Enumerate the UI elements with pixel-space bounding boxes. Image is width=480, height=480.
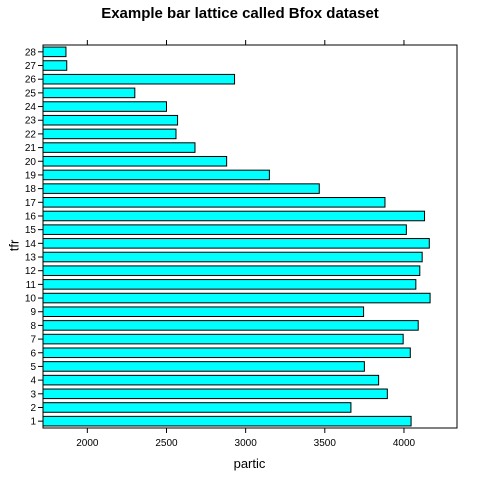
bar-10 <box>42 292 431 304</box>
bar-5 <box>42 361 365 372</box>
x-tick-label-2000: 2000 <box>76 438 99 449</box>
x-tick-label-3000: 3000 <box>235 438 258 449</box>
y-tick-label-17: 17 <box>25 198 37 209</box>
bar-27 <box>42 60 68 71</box>
bar-26 <box>42 73 236 85</box>
bar-19 <box>42 169 270 181</box>
bar-12 <box>42 265 421 276</box>
bar-9 <box>42 306 365 318</box>
bar-11 <box>42 279 417 290</box>
bar-13 <box>42 251 423 263</box>
y-tick-label-14: 14 <box>25 239 37 250</box>
x-tick-label-4000: 4000 <box>393 438 416 449</box>
y-tick-label-18: 18 <box>25 184 37 195</box>
y-tick-label-19: 19 <box>25 170 37 181</box>
bar-28 <box>42 46 67 58</box>
bar-18 <box>42 183 320 194</box>
bar-15 <box>42 224 407 235</box>
bar-17 <box>42 197 386 208</box>
y-tick-label-22: 22 <box>25 129 37 140</box>
bar-6 <box>42 347 411 359</box>
y-axis-label: tfr <box>6 239 22 252</box>
y-tick-label-26: 26 <box>25 75 37 86</box>
y-tick-label-13: 13 <box>25 253 37 264</box>
x-tick-label-3500: 3500 <box>314 438 337 449</box>
bar-7 <box>42 333 404 345</box>
y-tick-label-8: 8 <box>30 321 36 332</box>
bar-20 <box>42 155 228 167</box>
y-tick-label-24: 24 <box>25 102 37 113</box>
y-tick-label-15: 15 <box>25 225 37 236</box>
y-tick-label-10: 10 <box>25 294 37 305</box>
bar-4 <box>42 374 380 386</box>
y-tick-label-7: 7 <box>30 335 36 346</box>
y-tick-label-2: 2 <box>30 403 36 414</box>
y-tick-label-11: 11 <box>26 280 37 291</box>
bar-14 <box>42 238 430 249</box>
y-tick-label-1: 1 <box>30 417 36 428</box>
plot-frame <box>42 44 458 429</box>
y-tick-label-27: 27 <box>25 61 37 72</box>
x-axis-label: partic <box>233 456 266 471</box>
y-tick-label-16: 16 <box>25 211 37 222</box>
y-tick-label-25: 25 <box>25 88 37 99</box>
y-tick-label-6: 6 <box>30 348 36 359</box>
chart-title: Example bar lattice called Bfox dataset <box>101 5 379 22</box>
y-tick-label-5: 5 <box>30 362 36 373</box>
y-tick-label-28: 28 <box>25 47 37 58</box>
bar-25 <box>42 87 136 99</box>
bar-24 <box>42 101 167 112</box>
bar-1 <box>42 415 412 427</box>
bar-3 <box>42 388 388 400</box>
y-tick-label-23: 23 <box>25 116 37 127</box>
x-tick-label-2500: 2500 <box>155 438 178 449</box>
y-tick-label-21: 21 <box>25 143 37 154</box>
bar-8 <box>42 320 419 331</box>
y-tick-label-20: 20 <box>25 157 37 168</box>
y-tick-label-9: 9 <box>30 307 36 318</box>
y-tick-label-4: 4 <box>30 376 36 387</box>
y-tick-label-12: 12 <box>25 266 37 277</box>
bar-22 <box>42 128 177 140</box>
bar-23 <box>42 114 179 126</box>
bar-2 <box>42 402 352 413</box>
y-tick-label-3: 3 <box>30 389 36 400</box>
bar-21 <box>42 142 196 153</box>
bar-16 <box>42 210 426 222</box>
